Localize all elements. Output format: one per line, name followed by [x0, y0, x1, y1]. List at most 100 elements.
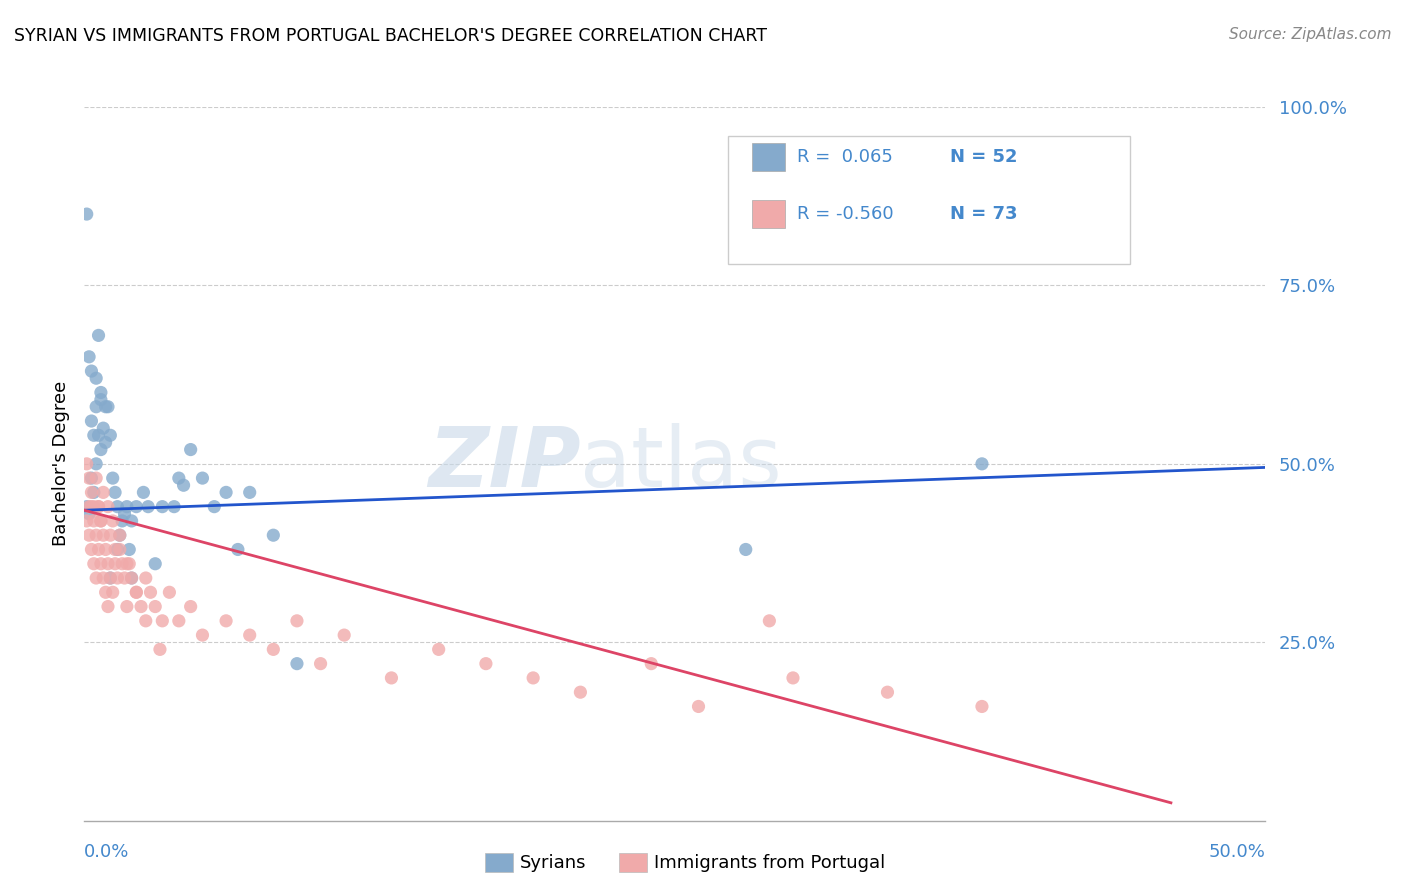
Point: [77, 471, 100, 485]
Text: Immigrants from Portugal: Immigrants from Portugal: [654, 854, 884, 871]
Point: [215, 614, 238, 628]
Point: [101, 471, 124, 485]
Point: [202, 500, 225, 514]
Point: [107, 542, 129, 557]
Text: atlas: atlas: [581, 424, 782, 504]
Point: [83, 557, 105, 571]
Text: N = 52: N = 52: [950, 148, 1018, 166]
Point: [970, 699, 993, 714]
Point: [104, 557, 127, 571]
Text: ZIP: ZIP: [427, 424, 581, 504]
Point: [104, 485, 127, 500]
Point: [97, 599, 120, 614]
Point: [90, 557, 112, 571]
Point: [135, 614, 157, 628]
Point: [135, 571, 157, 585]
FancyBboxPatch shape: [752, 143, 785, 171]
Point: [84, 471, 107, 485]
Point: [84, 528, 107, 542]
Point: [77, 500, 100, 514]
Point: [87, 542, 110, 557]
Point: [108, 528, 131, 542]
Point: [285, 657, 308, 671]
Point: [114, 507, 136, 521]
Point: [84, 571, 107, 585]
Point: [143, 599, 166, 614]
Point: [522, 671, 544, 685]
Text: R =  0.065: R = 0.065: [797, 148, 893, 166]
Point: [83, 485, 105, 500]
Point: [129, 599, 152, 614]
Point: [97, 400, 120, 414]
Point: [90, 392, 112, 407]
Point: [97, 500, 120, 514]
Point: [91, 421, 114, 435]
Point: [970, 457, 993, 471]
Point: [80, 364, 103, 378]
Text: Source: ZipAtlas.com: Source: ZipAtlas.com: [1229, 27, 1392, 42]
Point: [121, 571, 143, 585]
Text: SYRIAN VS IMMIGRANTS FROM PORTUGAL BACHELOR'S DEGREE CORRELATION CHART: SYRIAN VS IMMIGRANTS FROM PORTUGAL BACHE…: [14, 27, 768, 45]
Point: [84, 457, 107, 471]
Point: [76, 514, 98, 528]
Point: [94, 585, 117, 599]
Point: [115, 599, 138, 614]
Point: [87, 328, 110, 343]
Point: [90, 442, 112, 457]
Point: [876, 685, 898, 699]
Point: [80, 542, 103, 557]
Point: [108, 528, 131, 542]
Point: [114, 571, 136, 585]
Point: [475, 657, 498, 671]
Point: [125, 585, 148, 599]
Point: [115, 557, 138, 571]
Point: [132, 485, 155, 500]
Point: [569, 685, 592, 699]
Point: [191, 471, 214, 485]
Point: [173, 478, 195, 492]
Point: [87, 500, 110, 514]
FancyBboxPatch shape: [752, 200, 785, 228]
Text: 0.0%: 0.0%: [84, 843, 129, 861]
Point: [104, 542, 127, 557]
Point: [150, 500, 173, 514]
Point: [91, 485, 114, 500]
Point: [101, 585, 124, 599]
Point: [77, 528, 100, 542]
Point: [226, 542, 249, 557]
Point: [150, 614, 173, 628]
Point: [90, 514, 112, 528]
Point: [180, 442, 202, 457]
Point: [180, 599, 202, 614]
Point: [87, 500, 110, 514]
Point: [94, 542, 117, 557]
Point: [167, 471, 190, 485]
Point: [83, 500, 105, 514]
Point: [107, 500, 129, 514]
Point: [111, 514, 134, 528]
Point: [115, 500, 138, 514]
Text: 50.0%: 50.0%: [1209, 843, 1265, 861]
Text: N = 73: N = 73: [950, 205, 1018, 223]
Point: [91, 571, 114, 585]
Point: [98, 571, 121, 585]
Point: [77, 350, 100, 364]
Point: [101, 514, 124, 528]
Point: [239, 628, 262, 642]
Point: [90, 514, 112, 528]
Y-axis label: Bachelor's Degree: Bachelor's Degree: [52, 381, 70, 547]
Point: [84, 400, 107, 414]
Point: [262, 528, 284, 542]
Point: [76, 500, 98, 514]
Point: [734, 542, 756, 557]
Point: [149, 642, 172, 657]
Point: [125, 585, 148, 599]
Point: [136, 500, 159, 514]
Point: [640, 657, 662, 671]
Point: [191, 628, 214, 642]
Point: [94, 400, 117, 414]
Point: [91, 528, 114, 542]
Point: [121, 571, 143, 585]
Point: [83, 514, 105, 528]
Point: [309, 657, 332, 671]
